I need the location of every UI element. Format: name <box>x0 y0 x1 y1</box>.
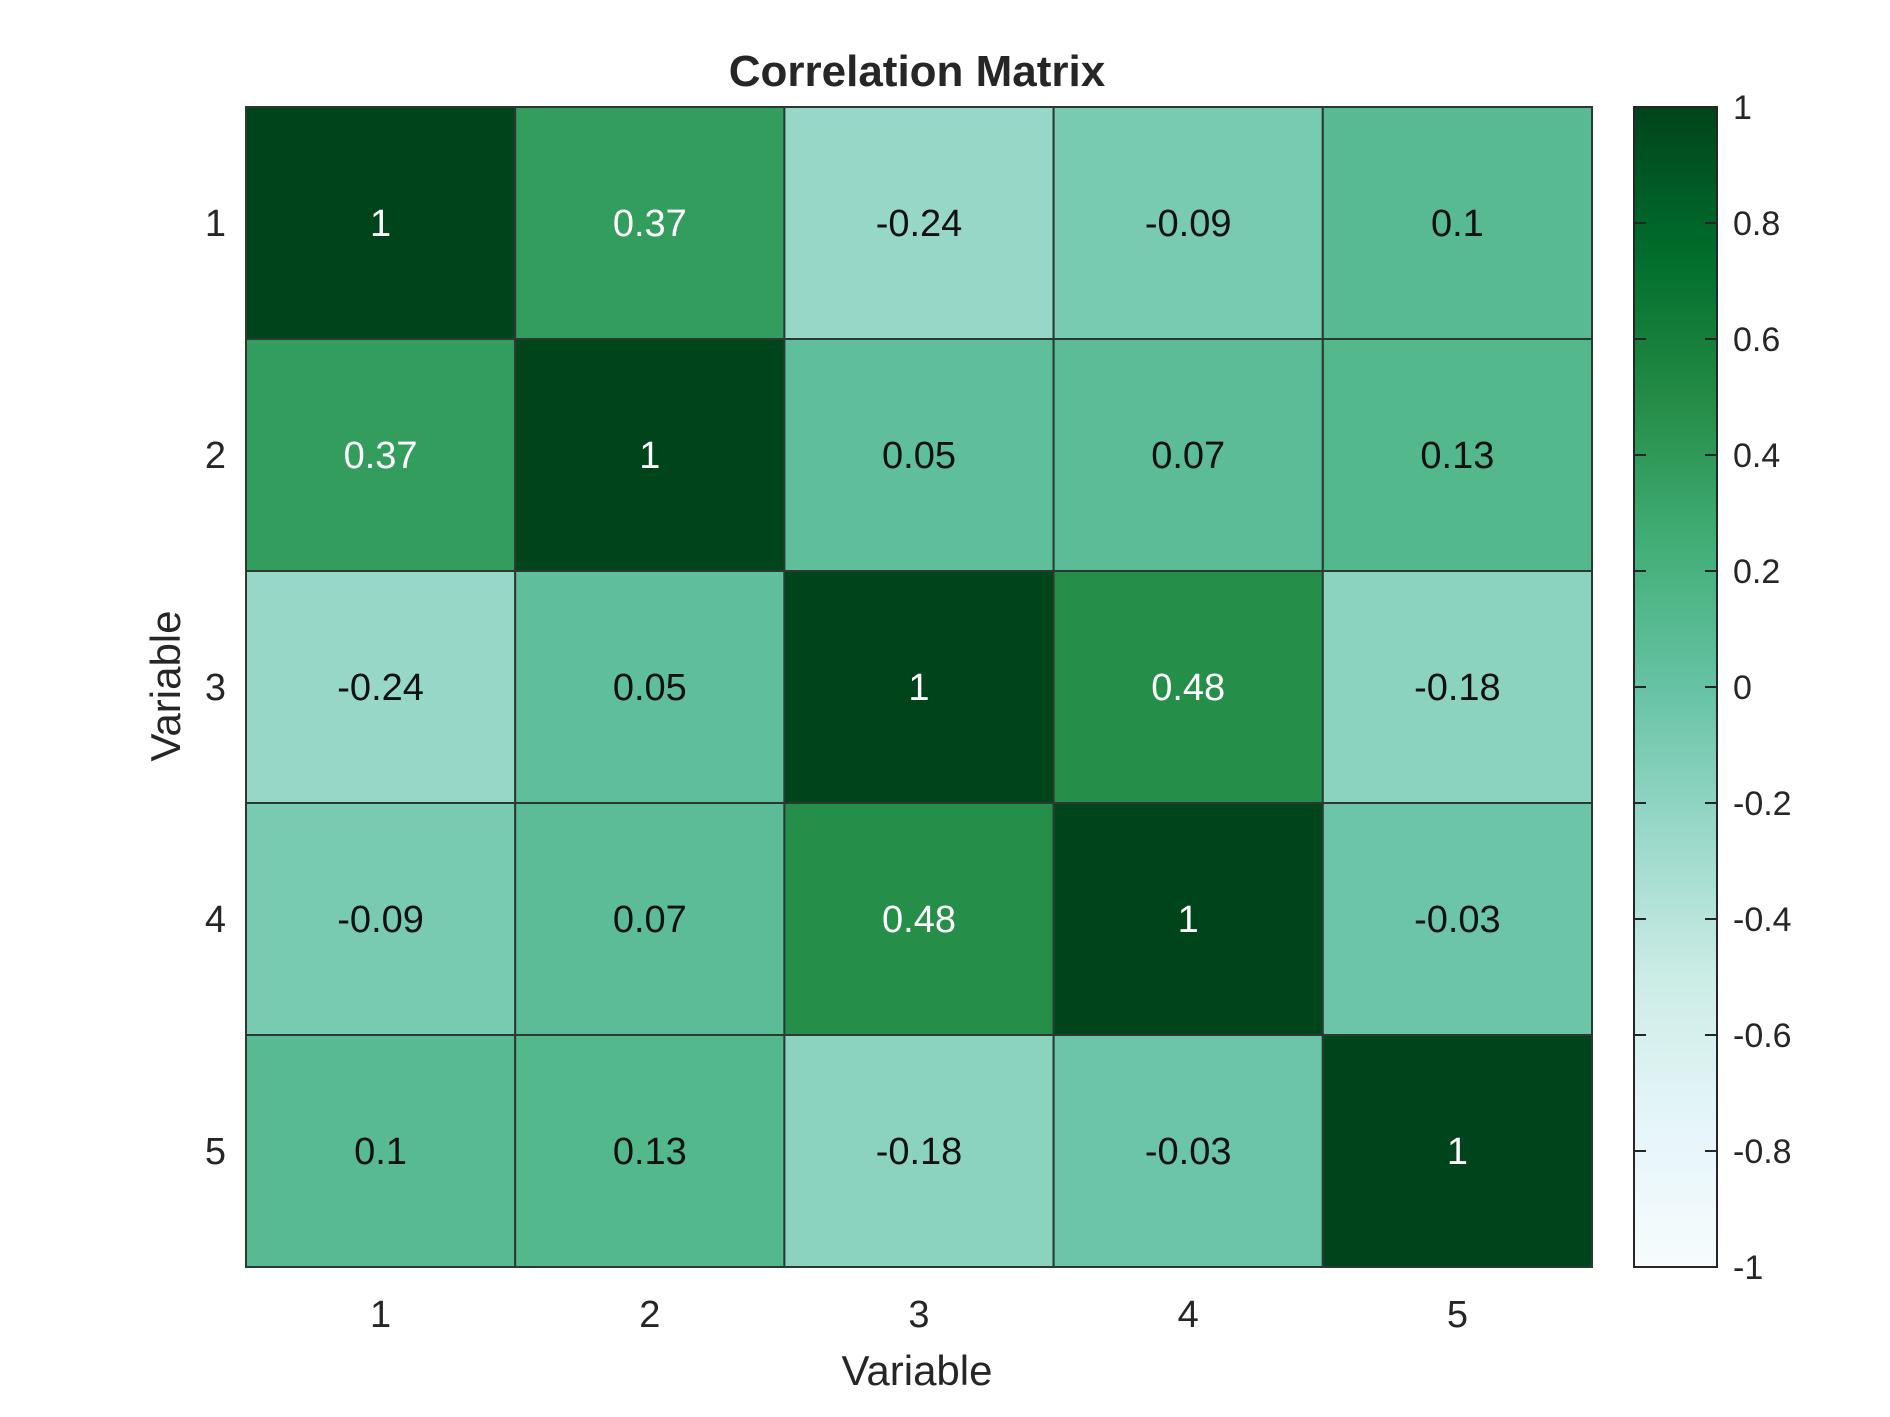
cell-value-label: -0.24 <box>876 203 963 245</box>
y-tick-label: 3 <box>205 667 226 709</box>
heatmap-cell <box>783 802 1055 1036</box>
cell-value-label: 0.37 <box>613 203 687 245</box>
cell-value-label: -0.18 <box>1414 667 1501 709</box>
cell-value-label: 0.48 <box>882 899 956 941</box>
colorbar-tick-label: 1 <box>1733 89 1752 127</box>
y-tick-labels: 1 2 3 4 5 <box>205 203 226 1173</box>
heatmap-cell <box>783 1034 1055 1268</box>
heatmap-cell <box>514 1034 786 1268</box>
y-tick-label: 5 <box>205 1131 226 1173</box>
cell-value-label: 0.07 <box>1151 435 1225 477</box>
heatmap-cell <box>1321 802 1594 1036</box>
cell-value-label: 0.07 <box>613 899 687 941</box>
x-axis-label: Variable <box>842 1347 993 1394</box>
heatmap-cell <box>1321 338 1594 572</box>
cell-value-label: 1 <box>639 435 660 477</box>
x-tick-label: 4 <box>1178 1294 1199 1336</box>
cell-value-label: 0.05 <box>882 435 956 477</box>
colorbar-gradient <box>1633 106 1718 1268</box>
cell-value-label: 0.48 <box>1151 667 1225 709</box>
heatmap-cell <box>1321 1034 1594 1268</box>
y-tick-label: 2 <box>205 435 226 477</box>
heatmap-cell <box>1052 106 1324 340</box>
heatmap-cell <box>783 570 1055 804</box>
x-tick-labels: 1 2 3 4 5 <box>370 1294 1468 1336</box>
x-tick-label: 5 <box>1447 1294 1468 1336</box>
heatmap-cell <box>514 106 786 340</box>
heatmap-cell <box>245 338 517 572</box>
y-tick-label: 1 <box>205 203 226 245</box>
heatmap-cell <box>245 106 517 340</box>
colorbar: 1 0.8 0.6 0.4 0.2 0 -0.2 -0.4 -0.6 -0.8 -1 <box>1633 89 1792 1287</box>
heatmap-cell <box>783 338 1055 572</box>
cell-value-label: 1 <box>1178 899 1199 941</box>
cell-value-label: 0.13 <box>613 1131 687 1173</box>
x-tick-label: 2 <box>639 1294 660 1336</box>
colorbar-tick-label: 0 <box>1733 669 1752 707</box>
cell-value-label: 0.13 <box>1420 435 1494 477</box>
colorbar-tick-label: 0.2 <box>1733 553 1780 591</box>
heatmap-cell <box>1321 570 1594 804</box>
heatmap-cell <box>514 802 786 1036</box>
cell-value-label: -0.09 <box>1145 203 1232 245</box>
cell-value-label: 0.05 <box>613 667 687 709</box>
heatmap-cell-labels: 1 0.37 -0.24 -0.09 0.1 0.37 1 0.05 0.07 0.13 -0.24… <box>337 203 1500 1173</box>
heatmap-cell <box>514 570 786 804</box>
x-tick-label: 1 <box>370 1294 391 1336</box>
chart-title: Correlation Matrix <box>729 47 1106 96</box>
colorbar-tick-label: -0.4 <box>1733 901 1792 939</box>
cell-value-label: 0.1 <box>354 1131 407 1173</box>
heatmap-cells <box>245 106 1594 1268</box>
cell-value-label: 1 <box>370 203 391 245</box>
cell-value-label: -0.24 <box>337 667 424 709</box>
y-axis-label: Variable <box>142 611 189 762</box>
colorbar-tick-label: -0.2 <box>1733 785 1792 823</box>
heatmap-cell <box>1321 106 1594 340</box>
colorbar-tick-label: 0.8 <box>1733 205 1780 243</box>
heatmap-cell <box>1052 570 1324 804</box>
cell-value-label: -0.18 <box>876 1131 963 1173</box>
colorbar-tick-label: 0.6 <box>1733 321 1780 359</box>
cell-value-label: 1 <box>1447 1131 1468 1173</box>
colorbar-tick-label: -1 <box>1733 1249 1763 1287</box>
cell-value-label: 0.1 <box>1431 203 1484 245</box>
x-tick-label: 3 <box>908 1294 929 1336</box>
colorbar-tick-label: 0.4 <box>1733 437 1780 475</box>
cell-value-label: -0.09 <box>337 899 424 941</box>
heatmap-cell <box>1052 802 1324 1036</box>
cell-value-label: 1 <box>908 667 929 709</box>
heatmap-cell <box>245 1034 517 1268</box>
cell-value-label: -0.03 <box>1414 899 1501 941</box>
plot-frame <box>245 106 1593 1268</box>
cell-value-label: -0.03 <box>1145 1131 1232 1173</box>
y-tick-label: 4 <box>205 899 226 941</box>
colorbar-tick-label: -0.8 <box>1733 1133 1792 1171</box>
cell-value-label: 0.37 <box>344 435 418 477</box>
colorbar-tick-label: -0.6 <box>1733 1017 1792 1055</box>
